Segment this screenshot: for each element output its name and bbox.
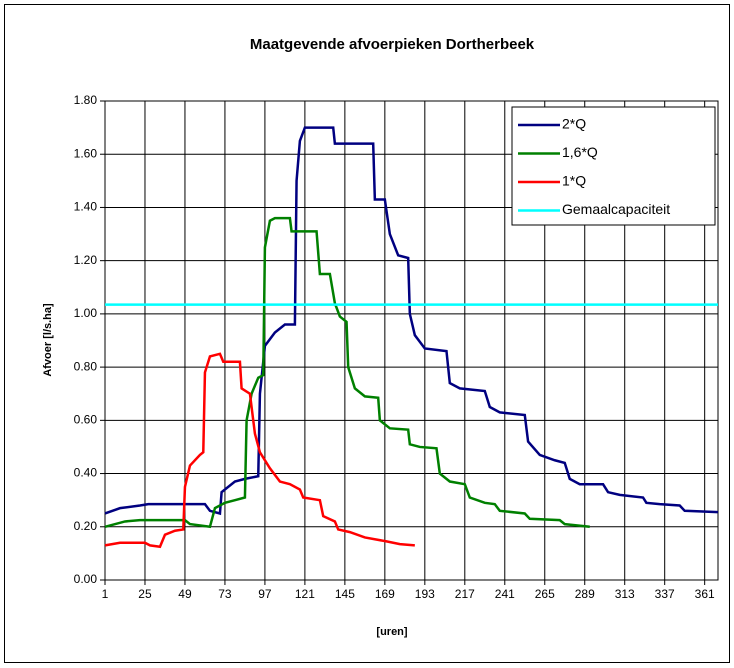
y-tick-label: 1.80 <box>74 93 98 107</box>
x-axis-label: [uren] <box>376 626 408 638</box>
series-line <box>104 126 719 516</box>
x-tick-label: 97 <box>258 587 272 601</box>
x-tick-label: 193 <box>415 587 435 601</box>
y-axis-label: Afvoer [l/s.ha] <box>42 303 54 377</box>
legend-box <box>511 106 716 226</box>
x-tick-label: 289 <box>575 587 595 601</box>
x-tick-label: 169 <box>375 587 395 601</box>
y-tick-label: 1.00 <box>74 306 98 320</box>
x-tick-label: 241 <box>495 587 515 601</box>
x-tick-label: 25 <box>138 587 152 601</box>
x-tick-label: 265 <box>535 587 555 601</box>
y-tick-label: 0.80 <box>74 359 98 373</box>
x-tick-label: 217 <box>455 587 475 601</box>
x-tick-label: 121 <box>295 587 315 601</box>
chart-title: Maatgevende afvoerpieken Dortherbeek <box>250 36 535 53</box>
series-line <box>104 216 590 529</box>
y-tick-label: 1.60 <box>74 146 98 160</box>
legend-label: Gemaalcapaciteit <box>562 201 670 217</box>
y-tick-label: 0.60 <box>74 413 98 427</box>
legend-label: 1,6*Q <box>562 144 598 160</box>
y-tick-label: 0.40 <box>74 466 98 480</box>
y-tick-label: 0.20 <box>74 519 98 533</box>
x-tick-label: 145 <box>335 587 355 601</box>
x-tick-label: 361 <box>695 587 715 601</box>
x-tick-label: 73 <box>218 587 232 601</box>
x-tick-label: 337 <box>655 587 675 601</box>
x-tick-label: 1 <box>102 587 109 601</box>
y-tick-label: 1.40 <box>74 200 98 214</box>
x-tick-label: 313 <box>615 587 635 601</box>
series-line <box>104 352 415 549</box>
legend-label: 1*Q <box>562 173 586 189</box>
legend-label: 2*Q <box>562 116 586 132</box>
y-tick-label: 0.00 <box>74 572 98 586</box>
x-tick-label: 49 <box>178 587 192 601</box>
y-tick-label: 1.20 <box>74 253 98 267</box>
